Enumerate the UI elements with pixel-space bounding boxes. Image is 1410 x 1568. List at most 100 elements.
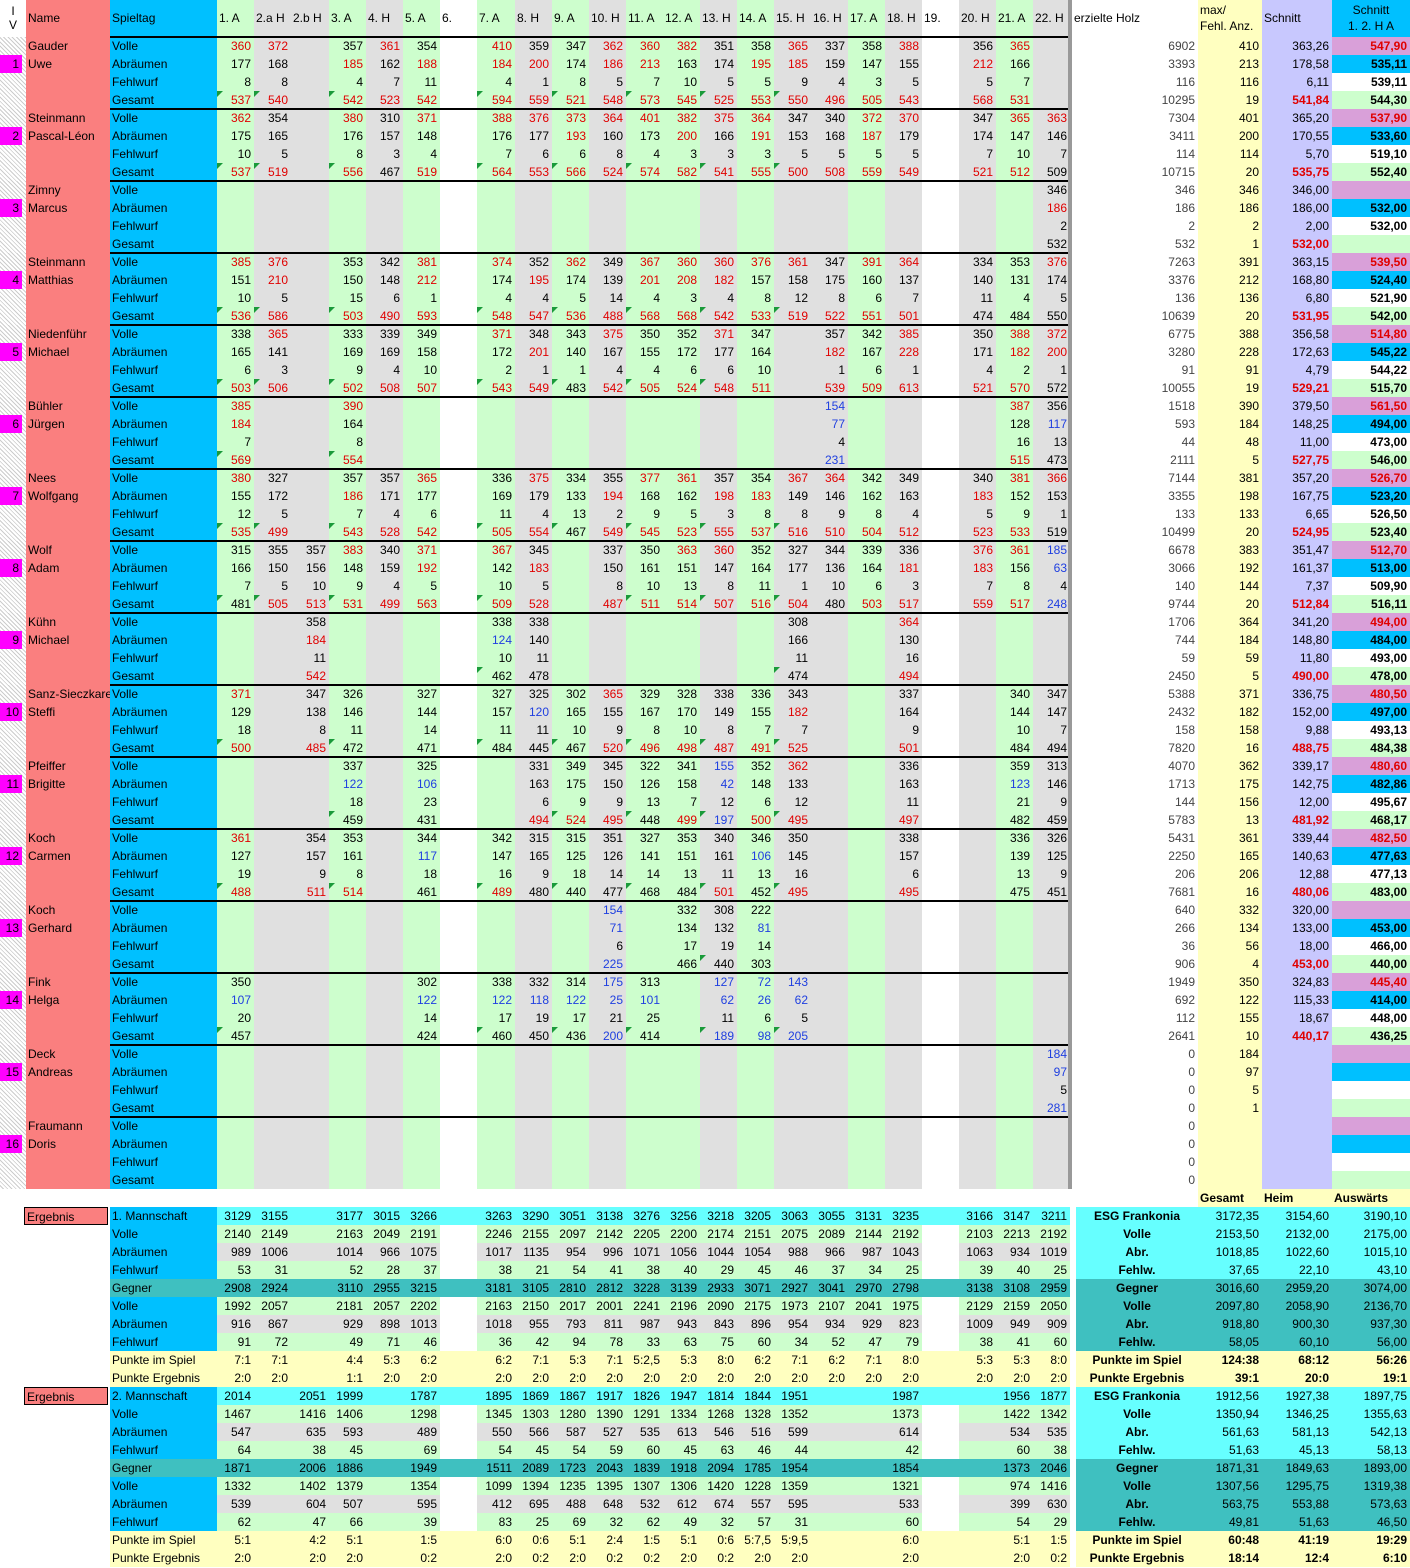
- score-cell[interactable]: [663, 973, 700, 991]
- score-cell[interactable]: [626, 1135, 663, 1153]
- score-cell[interactable]: 361: [217, 829, 254, 847]
- team-value-cell[interactable]: [440, 1495, 477, 1513]
- score-cell[interactable]: [254, 919, 291, 937]
- score-cell[interactable]: [848, 1045, 885, 1063]
- team-value-cell[interactable]: 1886: [329, 1459, 366, 1477]
- team-value-cell[interactable]: 2196: [663, 1297, 700, 1315]
- team-value-cell[interactable]: 1352: [774, 1405, 811, 1423]
- score-cell[interactable]: [737, 667, 774, 685]
- team-value-cell[interactable]: [922, 1315, 959, 1333]
- team-value-cell[interactable]: 3256: [663, 1207, 700, 1225]
- team-value-cell[interactable]: 2140: [217, 1225, 254, 1243]
- team-value-cell[interactable]: 916: [217, 1315, 254, 1333]
- score-cell[interactable]: [922, 271, 959, 289]
- score-cell[interactable]: [440, 55, 477, 73]
- team-value-cell[interactable]: [959, 1387, 996, 1405]
- score-cell[interactable]: 542: [329, 91, 366, 109]
- score-cell[interactable]: 163: [885, 487, 922, 505]
- score-cell[interactable]: 382: [663, 37, 700, 55]
- score-cell[interactable]: 156: [996, 559, 1033, 577]
- team-value-cell[interactable]: 33: [626, 1333, 663, 1351]
- team-value-cell[interactable]: 39: [403, 1513, 440, 1531]
- score-cell[interactable]: 367: [626, 253, 663, 271]
- team-value-cell[interactable]: 954: [552, 1243, 589, 1261]
- score-cell[interactable]: 182: [774, 703, 811, 721]
- score-cell[interactable]: 548: [700, 379, 737, 397]
- score-cell[interactable]: 167: [626, 703, 663, 721]
- team-value-cell[interactable]: 1975: [885, 1297, 922, 1315]
- score-cell[interactable]: [329, 1045, 366, 1063]
- team-value-cell[interactable]: 63: [700, 1441, 737, 1459]
- score-cell[interactable]: 7: [663, 793, 700, 811]
- score-cell[interactable]: [774, 325, 811, 343]
- score-cell[interactable]: [254, 973, 291, 991]
- score-cell[interactable]: 371: [403, 541, 440, 559]
- score-cell[interactable]: 362: [217, 109, 254, 127]
- score-cell[interactable]: 19: [515, 1009, 552, 1027]
- score-cell[interactable]: [477, 775, 515, 793]
- score-cell[interactable]: [959, 901, 996, 919]
- team-value-cell[interactable]: 2129: [959, 1297, 996, 1315]
- score-cell[interactable]: [774, 451, 811, 469]
- team-value-cell[interactable]: [922, 1549, 959, 1567]
- team-value-cell[interactable]: [254, 1513, 291, 1531]
- score-cell[interactable]: [254, 811, 291, 829]
- score-cell[interactable]: [626, 613, 663, 631]
- score-cell[interactable]: 122: [477, 991, 515, 1009]
- team-value-cell[interactable]: 1511: [477, 1459, 515, 1477]
- score-cell[interactable]: [922, 613, 959, 631]
- score-cell[interactable]: [737, 631, 774, 649]
- team-value-cell[interactable]: 1406: [329, 1405, 366, 1423]
- score-cell[interactable]: 410: [477, 37, 515, 55]
- score-cell[interactable]: [403, 433, 440, 451]
- score-cell[interactable]: 388: [885, 37, 922, 55]
- score-cell[interactable]: 19: [700, 937, 737, 955]
- round-header-20[interactable]: 19.: [922, 0, 959, 37]
- score-cell[interactable]: 507: [700, 595, 737, 613]
- score-cell[interactable]: 126: [626, 775, 663, 793]
- team-value-cell[interactable]: 1949: [403, 1459, 440, 1477]
- team-value-cell[interactable]: [366, 1387, 403, 1405]
- score-cell[interactable]: [848, 1153, 885, 1171]
- score-cell[interactable]: [589, 217, 626, 235]
- score-cell[interactable]: 338: [217, 325, 254, 343]
- team-value-cell[interactable]: 2:0: [996, 1369, 1033, 1387]
- score-cell[interactable]: 477: [589, 883, 626, 901]
- score-cell[interactable]: 228: [885, 343, 922, 361]
- score-cell[interactable]: 376: [959, 541, 996, 559]
- score-cell[interactable]: [477, 397, 515, 415]
- score-cell[interactable]: 315: [217, 541, 254, 559]
- score-cell[interactable]: 210: [254, 271, 291, 289]
- score-cell[interactable]: [552, 919, 589, 937]
- score-cell[interactable]: [885, 181, 922, 199]
- team-value-cell[interactable]: 1:5: [403, 1531, 440, 1549]
- score-cell[interactable]: [663, 415, 700, 433]
- team-value-cell[interactable]: 6:2: [811, 1351, 848, 1369]
- score-cell[interactable]: 140: [959, 271, 996, 289]
- score-cell[interactable]: 3: [885, 577, 922, 595]
- team-value-cell[interactable]: [254, 1441, 291, 1459]
- score-cell[interactable]: 568: [626, 307, 663, 325]
- team-value-cell[interactable]: [366, 1549, 403, 1567]
- score-cell[interactable]: [1033, 1135, 1070, 1153]
- score-cell[interactable]: 164: [329, 415, 366, 433]
- score-cell[interactable]: 373: [552, 109, 589, 127]
- team-value-cell[interactable]: 1303: [515, 1405, 552, 1423]
- score-cell[interactable]: [329, 973, 366, 991]
- score-cell[interactable]: 11: [329, 721, 366, 739]
- score-cell[interactable]: 533: [737, 307, 774, 325]
- score-cell[interactable]: 12: [700, 793, 737, 811]
- score-cell[interactable]: 9: [552, 793, 589, 811]
- team-value-cell[interactable]: 1877: [1033, 1387, 1070, 1405]
- score-cell[interactable]: [477, 235, 515, 253]
- score-cell[interactable]: [774, 361, 811, 379]
- score-cell[interactable]: 1: [515, 361, 552, 379]
- score-cell[interactable]: [848, 415, 885, 433]
- team-value-cell[interactable]: 3138: [959, 1279, 996, 1297]
- team-value-cell[interactable]: 955: [515, 1315, 552, 1333]
- round-header-9[interactable]: 8. H: [515, 0, 552, 37]
- score-cell[interactable]: 543: [329, 523, 366, 541]
- score-cell[interactable]: 213: [626, 55, 663, 73]
- score-cell[interactable]: 10: [663, 721, 700, 739]
- team-value-cell[interactable]: 1402: [291, 1477, 329, 1495]
